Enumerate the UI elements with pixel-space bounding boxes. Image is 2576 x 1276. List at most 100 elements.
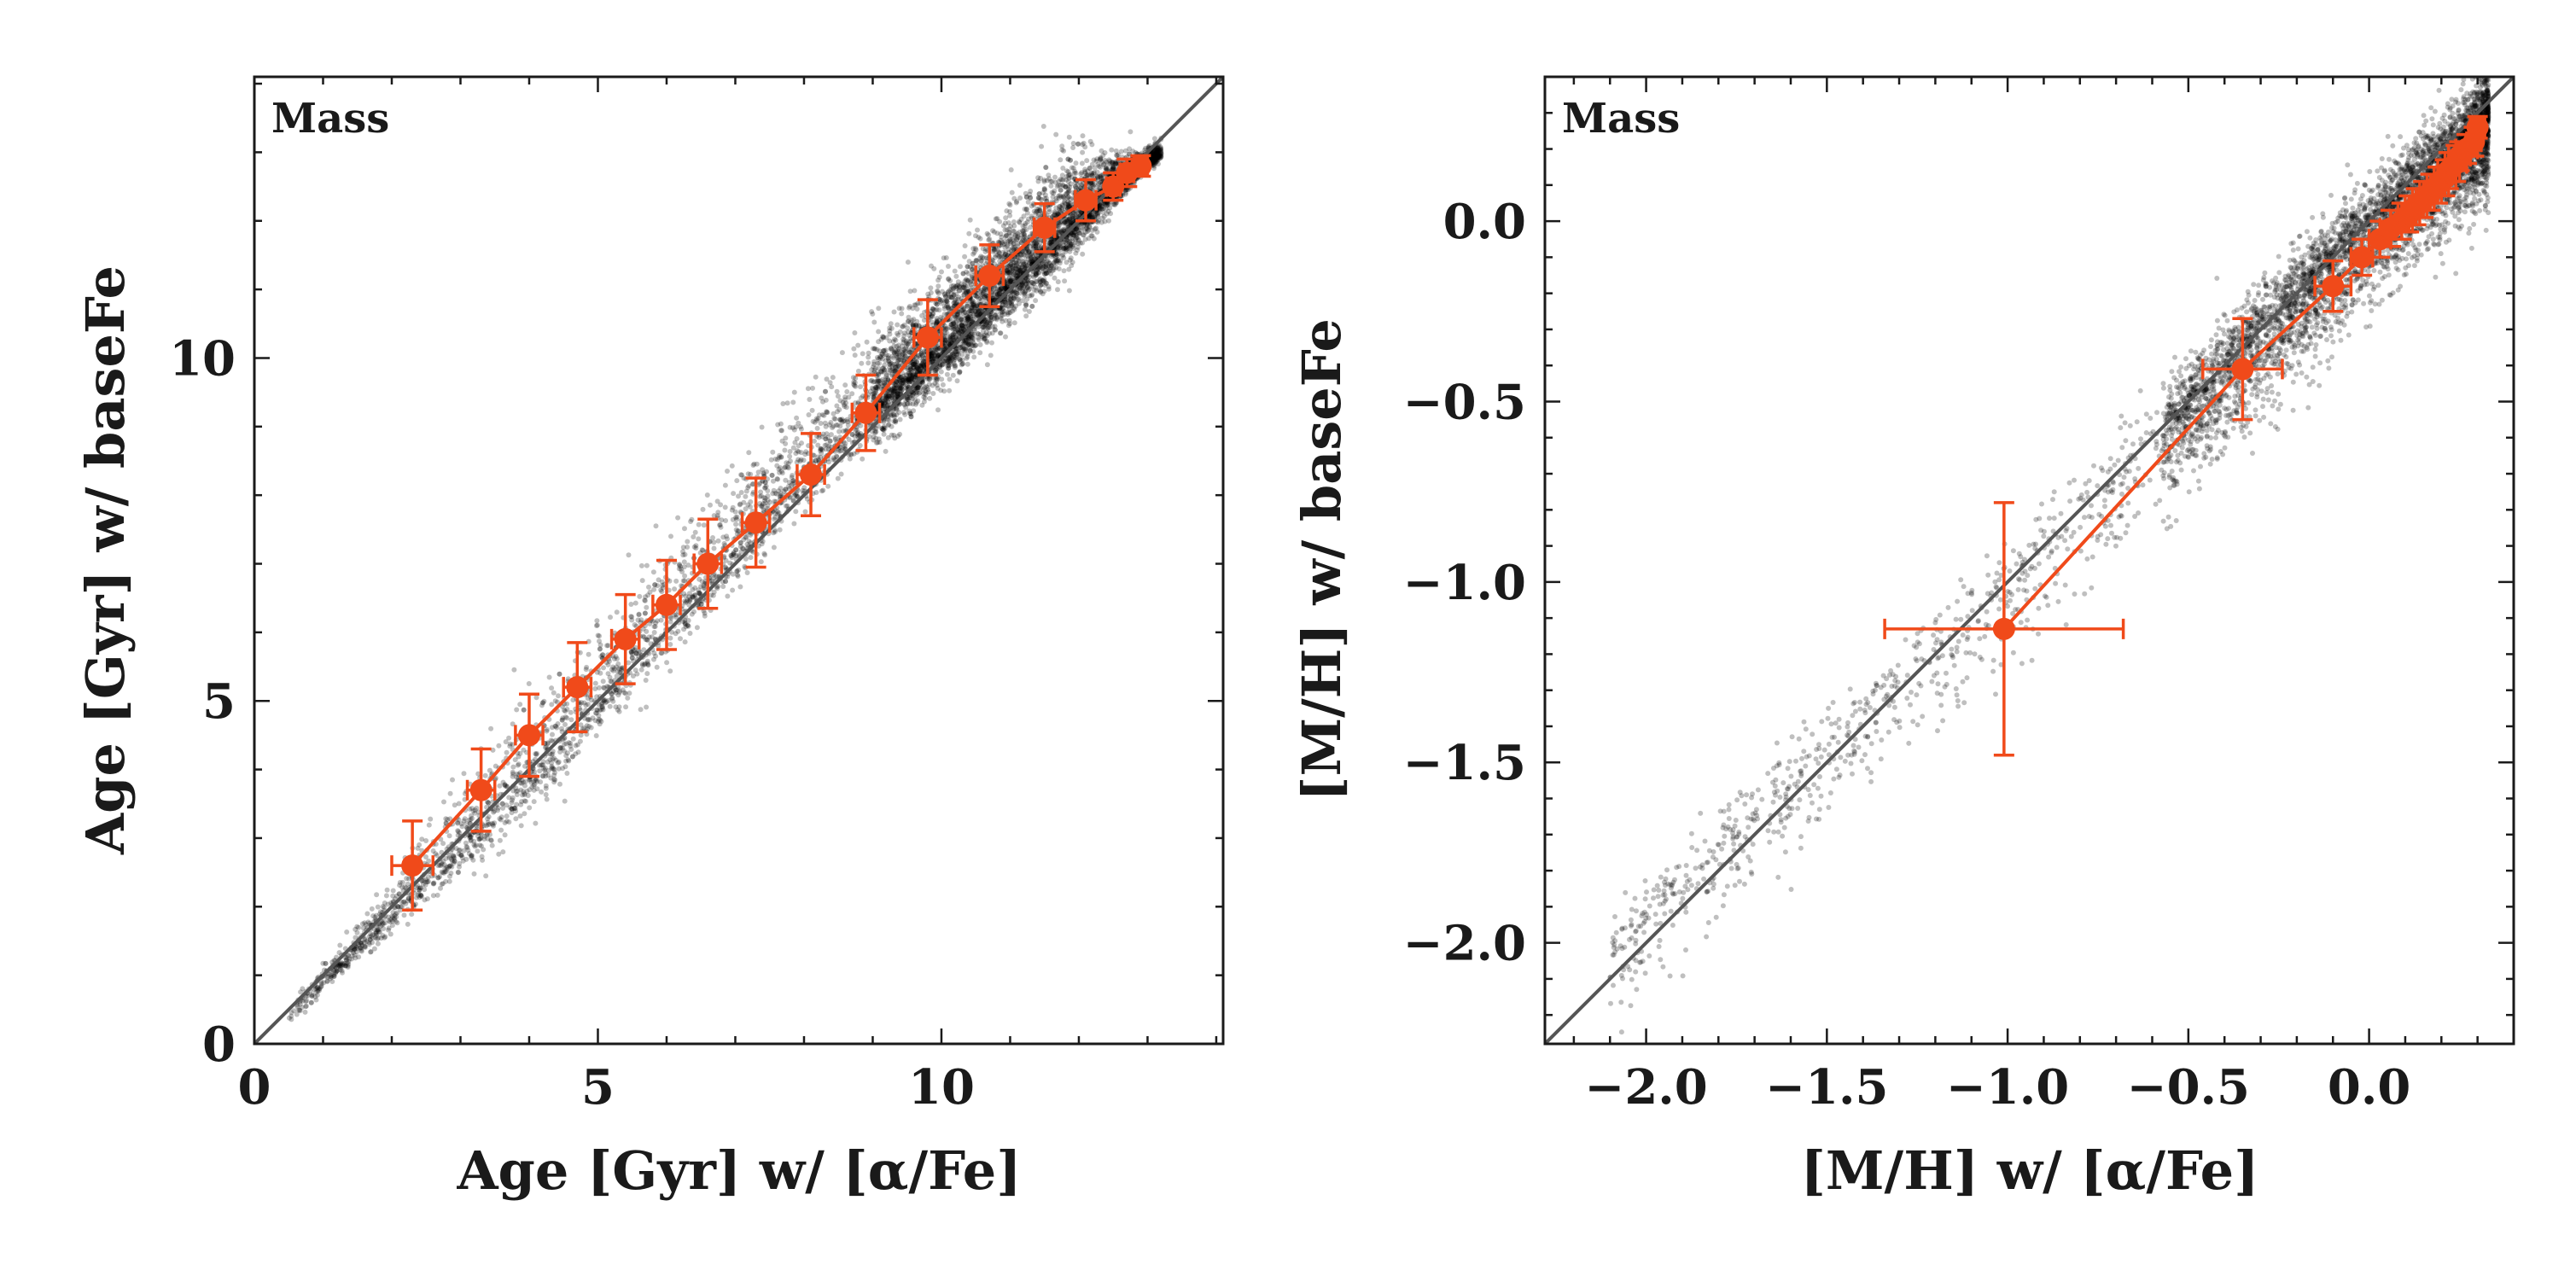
scatter-point <box>416 890 422 896</box>
scatter-point <box>1095 175 1101 181</box>
scatter-point <box>1051 265 1057 271</box>
scatter-point <box>1041 178 1047 184</box>
scatter-point <box>900 343 905 349</box>
scatter-point <box>1003 232 1009 238</box>
scatter-point <box>818 421 824 426</box>
scatter-point <box>989 340 994 346</box>
scatter-point <box>1041 277 1047 283</box>
scatter-point <box>504 749 510 755</box>
scatter-point <box>405 881 411 887</box>
scatter-point <box>906 376 912 382</box>
scatter-point <box>876 329 882 335</box>
scatter-point <box>898 374 904 380</box>
scatter-point <box>758 489 764 495</box>
scatter-point <box>977 255 983 261</box>
scatter-point <box>894 354 900 360</box>
scatter-point <box>1040 264 1046 270</box>
scatter-point <box>761 495 766 500</box>
scatter-point <box>930 313 935 319</box>
scatter-point <box>1040 291 1046 297</box>
scatter-point <box>993 289 998 295</box>
scatter-point <box>775 509 780 515</box>
scatter-point <box>1059 177 1065 183</box>
scatter-point <box>908 377 913 383</box>
scatter-point <box>1109 160 1115 165</box>
scatter-point <box>1052 210 1058 216</box>
scatter-point <box>1005 281 1011 287</box>
scatter-point <box>968 314 974 319</box>
scatter-point <box>978 253 984 259</box>
scatter-point <box>405 921 411 927</box>
scatter-point <box>1101 201 1107 207</box>
scatter-point <box>835 475 841 481</box>
scatter-point <box>711 575 717 581</box>
scatter-point <box>1098 179 1104 185</box>
scatter-point <box>858 384 863 390</box>
scatter-point <box>302 1009 308 1015</box>
scatter-point <box>428 816 434 822</box>
scatter-point <box>1014 287 1020 293</box>
scatter-point <box>1027 293 1033 299</box>
scatter-point <box>609 695 615 701</box>
scatter-point <box>1002 285 1008 291</box>
scatter-point <box>1027 259 1033 265</box>
scatter-point <box>761 507 766 513</box>
scatter-point <box>758 493 764 498</box>
scatter-point <box>430 893 436 899</box>
scatter-point <box>512 757 518 763</box>
scatter-point <box>1058 229 1064 235</box>
scatter-point <box>935 407 941 413</box>
scatter-point <box>855 368 861 374</box>
scatter-point <box>423 838 429 843</box>
scatter-point <box>518 787 524 793</box>
scatter-point <box>673 612 679 618</box>
scatter-point <box>895 358 900 364</box>
scatter-point <box>990 258 996 264</box>
scatter-point <box>909 367 915 373</box>
scatter-point <box>934 318 940 323</box>
scatter-point <box>1012 259 1018 265</box>
scatter-point <box>910 401 916 407</box>
scatter-point <box>871 434 877 440</box>
scatter-point <box>540 773 546 779</box>
scatter-point <box>797 424 803 430</box>
scatter-point <box>957 323 963 329</box>
scatter-point <box>667 642 673 647</box>
scatter-point <box>896 350 902 356</box>
scatter-point <box>1034 206 1040 212</box>
scatter-point <box>777 469 783 475</box>
scatter-point <box>592 680 598 686</box>
scatter-point <box>482 772 488 778</box>
scatter-point <box>1033 298 1039 304</box>
scatter-point <box>1029 253 1035 259</box>
scatter-point <box>838 471 844 477</box>
scatter-point <box>1005 238 1011 244</box>
scatter-point <box>903 346 909 352</box>
scatter-point <box>1019 283 1025 288</box>
scatter-point <box>514 707 520 713</box>
scatter-point <box>994 289 1000 295</box>
scatter-point <box>737 501 743 507</box>
scatter-point <box>386 927 392 933</box>
scatter-point <box>439 881 445 887</box>
scatter-point <box>891 414 897 420</box>
scatter-point <box>940 382 946 387</box>
scatter-point <box>1072 230 1078 236</box>
scatter-point <box>1062 219 1067 225</box>
scatter-point <box>1012 265 1018 271</box>
scatter-point <box>994 315 1000 321</box>
scatter-point <box>344 929 350 935</box>
scatter-point <box>362 920 368 926</box>
scatter-point <box>375 941 381 947</box>
scatter-point <box>1099 219 1104 225</box>
scatter-point <box>941 388 947 394</box>
scatter-point <box>401 912 407 918</box>
scatter-point <box>1029 279 1035 285</box>
scatter-point <box>1009 266 1015 272</box>
scatter-point <box>947 387 953 393</box>
scatter-point <box>1151 159 1156 165</box>
scatter-point <box>948 357 954 363</box>
scatter-point <box>1015 235 1021 241</box>
scatter-point <box>918 300 924 306</box>
scatter-point <box>783 440 789 446</box>
